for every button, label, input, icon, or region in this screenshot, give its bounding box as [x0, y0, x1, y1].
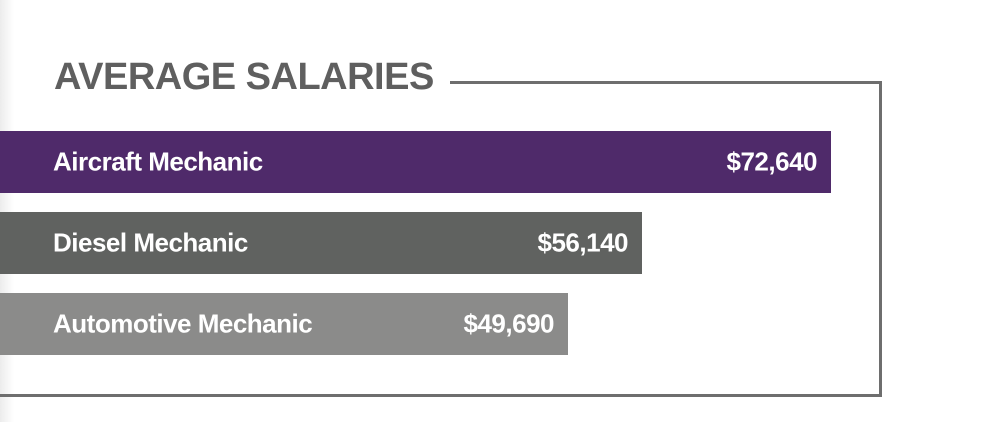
bar-diesel-mechanic: Diesel Mechanic $56,140 [0, 212, 642, 274]
bar-value-label: $56,140 [537, 227, 629, 258]
bar-category-label: Aircraft Mechanic [53, 146, 263, 177]
chart-frame [426, 81, 882, 397]
bar-category-label: Automotive Mechanic [53, 308, 313, 339]
bar-value-label: $72,640 [726, 146, 818, 177]
chart-title: AVERAGE SALARIES [54, 56, 450, 99]
bar-aircraft-mechanic: Aircraft Mechanic $72,640 [0, 131, 831, 193]
bar-value-label: $49,690 [463, 308, 555, 339]
page-edge-shadow [0, 0, 14, 422]
chart-frame-bottom [0, 394, 426, 397]
bar-automotive-mechanic: Automotive Mechanic $49,690 [0, 293, 568, 355]
bar-category-label: Diesel Mechanic [53, 227, 248, 258]
